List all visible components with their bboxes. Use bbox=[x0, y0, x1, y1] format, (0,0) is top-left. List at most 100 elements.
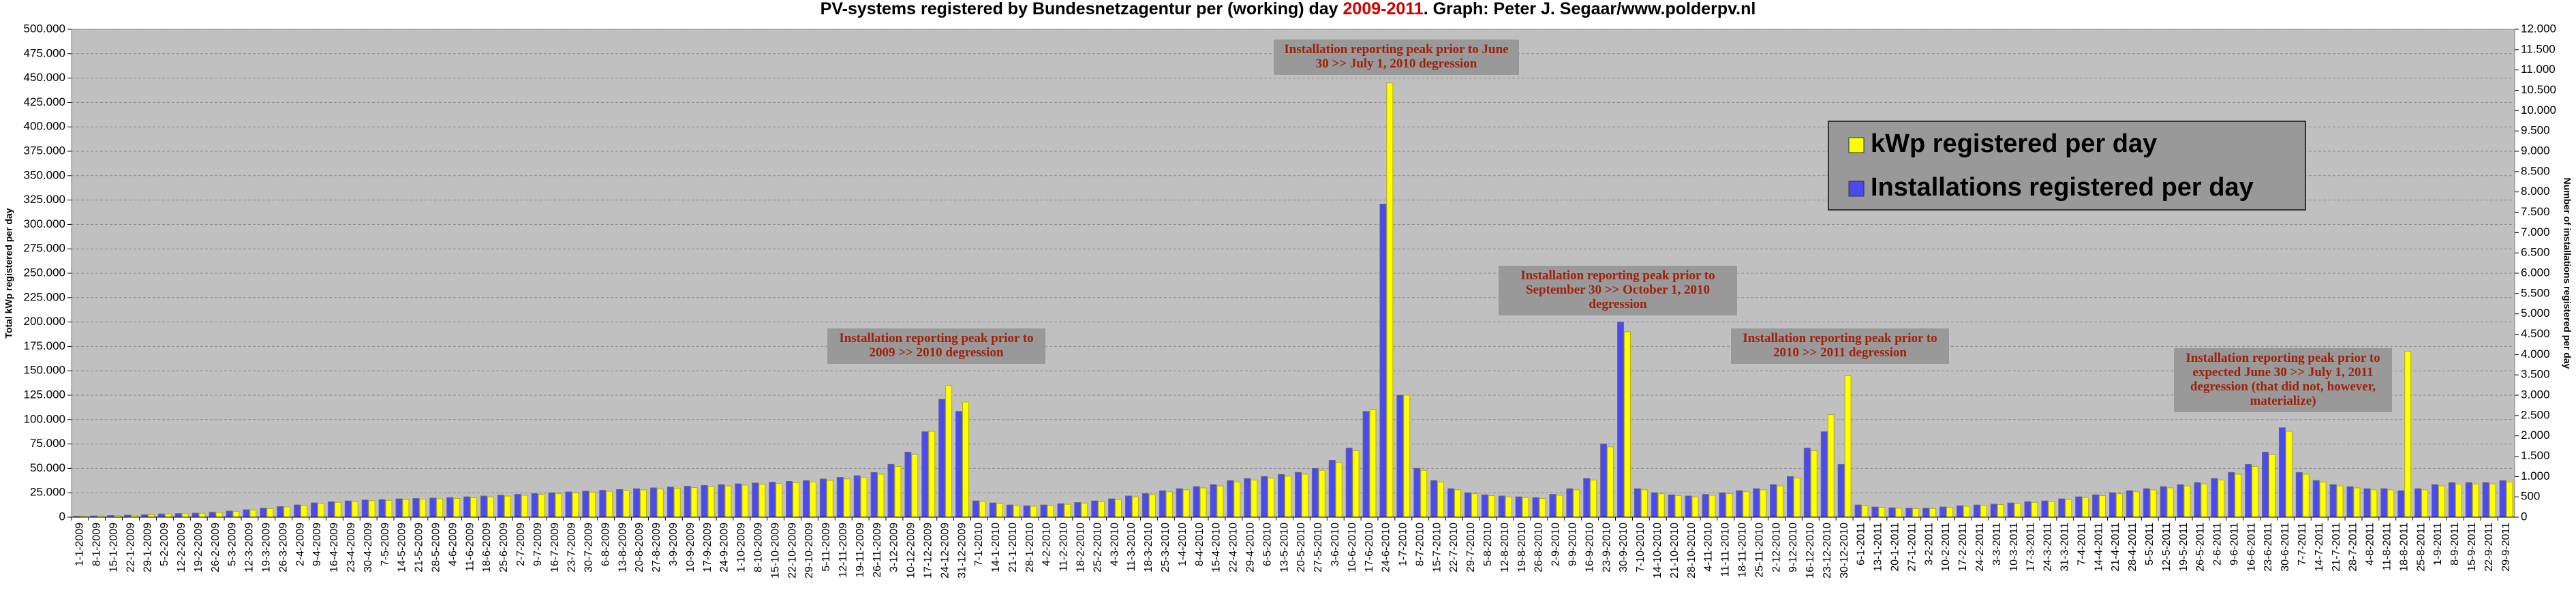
bar bbox=[2143, 488, 2150, 518]
bar bbox=[1912, 508, 1920, 518]
x-tick-label: 15-1-2009 bbox=[108, 523, 119, 572]
bar bbox=[938, 399, 946, 518]
bar bbox=[2421, 489, 2429, 518]
bar bbox=[1651, 492, 1658, 518]
x-tick-label: 28-4-2011 bbox=[2127, 523, 2138, 572]
bar bbox=[911, 454, 919, 518]
bar bbox=[1131, 496, 1139, 518]
bar bbox=[1413, 467, 1421, 518]
bar bbox=[436, 498, 444, 518]
x-tick-label: 2-12-2010 bbox=[1770, 523, 1782, 572]
bar bbox=[1634, 488, 1641, 518]
bar bbox=[2432, 484, 2438, 518]
x-tick-label: 6-8-2009 bbox=[600, 523, 611, 566]
x-tick-label: 23-7-2009 bbox=[566, 523, 578, 572]
bar bbox=[2363, 488, 2371, 518]
y2-tick-label: 12.000 bbox=[2521, 22, 2556, 35]
bar bbox=[1379, 204, 1387, 518]
bar bbox=[1081, 502, 1088, 518]
bar bbox=[514, 494, 521, 518]
x-tick-label: 3-12-2009 bbox=[889, 523, 900, 572]
y-tick-label: 450.000 bbox=[24, 71, 65, 84]
bar bbox=[2024, 501, 2031, 518]
bar bbox=[1726, 493, 1733, 518]
bar bbox=[1878, 507, 1886, 518]
bar bbox=[836, 477, 844, 518]
x-tick-label: 30-4-2009 bbox=[363, 523, 374, 572]
bar bbox=[1108, 498, 1116, 518]
y2-tick-label: 9.500 bbox=[2521, 124, 2550, 137]
bar bbox=[446, 497, 454, 518]
bar bbox=[1013, 505, 1020, 518]
x-tick-label: 27-8-2009 bbox=[651, 523, 662, 572]
bar bbox=[1023, 505, 1030, 518]
x-tick-label: 2-9-2010 bbox=[1550, 523, 1562, 566]
chart-title: PV-systems registered by Bundesnetzagent… bbox=[821, 0, 1756, 18]
y-axis-title: Total kWp registered per day bbox=[3, 208, 14, 338]
bar bbox=[1294, 471, 1302, 518]
y2-axis-title: Number of installations registered per d… bbox=[2562, 178, 2573, 369]
x-tick-label: 3-3-2011 bbox=[1991, 523, 2003, 566]
bar bbox=[1556, 495, 1563, 518]
x-tick-label: 20-5-2010 bbox=[1295, 523, 1307, 572]
bar bbox=[2438, 485, 2445, 518]
x-tick-label: 22-10-2009 bbox=[786, 523, 798, 578]
bar bbox=[1786, 476, 1794, 518]
x-tick-label: 18-3-2010 bbox=[1143, 523, 1154, 572]
bar bbox=[402, 499, 410, 518]
x-tick-label: 18-2-2010 bbox=[1075, 523, 1087, 572]
y-tick-label: 75.000 bbox=[30, 437, 65, 450]
bar bbox=[1301, 474, 1308, 518]
bar bbox=[1396, 395, 1404, 518]
x-tick-label: 7-7-2011 bbox=[2297, 523, 2308, 566]
x-tick-label: 8-10-2009 bbox=[753, 523, 765, 572]
x-tick-label: 20-1-2011 bbox=[1890, 523, 1901, 572]
x-tick-label: 8-9-2011 bbox=[2449, 523, 2461, 566]
annotation-text: degression bbox=[1589, 297, 1647, 311]
bar bbox=[826, 480, 833, 518]
x-tick-label: 5-5-2011 bbox=[2144, 523, 2156, 566]
y2-tick-label: 10.000 bbox=[2521, 104, 2556, 117]
x-tick-label: 17-3-2011 bbox=[2025, 523, 2037, 572]
bar bbox=[1430, 480, 1438, 518]
bar bbox=[606, 491, 613, 518]
bar bbox=[1566, 488, 1574, 518]
x-tick-label: 15-4-2010 bbox=[1211, 523, 1223, 572]
bar bbox=[1505, 496, 1512, 518]
bar bbox=[538, 494, 545, 518]
bar bbox=[1760, 489, 1767, 518]
y-tick-label: 275.000 bbox=[24, 242, 65, 255]
bar bbox=[769, 482, 776, 518]
bar bbox=[1777, 485, 1783, 518]
y2-tick-label: 3.000 bbox=[2521, 388, 2550, 401]
annotation-text: 2009 >> 2010 degression bbox=[869, 345, 1003, 360]
x-tick-label: 19-2-2009 bbox=[193, 523, 204, 572]
x-tick-label: 6-5-2010 bbox=[1261, 523, 1273, 566]
x-tick-label: 4-8-2011 bbox=[2365, 523, 2376, 566]
x-tick-label: 5-3-2009 bbox=[227, 523, 239, 566]
x-tick-label: 5-8-2010 bbox=[1482, 523, 1494, 566]
legend-swatch bbox=[1848, 137, 1865, 153]
bar bbox=[2336, 485, 2344, 518]
bar bbox=[1040, 504, 1047, 518]
bar bbox=[1753, 488, 1760, 518]
bar bbox=[1770, 484, 1777, 518]
bar bbox=[2329, 484, 2337, 518]
x-tick-label: 30-6-2011 bbox=[2280, 523, 2291, 572]
bar bbox=[1420, 469, 1428, 518]
x-tick-label: 18-8-2011 bbox=[2398, 523, 2410, 572]
y2-tick-label: 0 bbox=[2521, 510, 2527, 523]
x-tick-label: 7-4-2011 bbox=[2076, 523, 2087, 566]
x-tick-label: 30-12-2010 bbox=[1839, 523, 1850, 578]
bar bbox=[2269, 454, 2275, 518]
x-tick-label: 11-2-2010 bbox=[1058, 523, 1070, 572]
legend-box bbox=[1828, 121, 2306, 211]
bar bbox=[2302, 474, 2310, 518]
y-tick-label: 200.000 bbox=[24, 315, 65, 328]
bar bbox=[1403, 395, 1411, 518]
bar bbox=[2149, 489, 2157, 518]
bar bbox=[2115, 493, 2123, 518]
y-tick-label: 350.000 bbox=[24, 168, 65, 181]
bar bbox=[1532, 497, 1539, 518]
bar bbox=[2099, 495, 2106, 518]
